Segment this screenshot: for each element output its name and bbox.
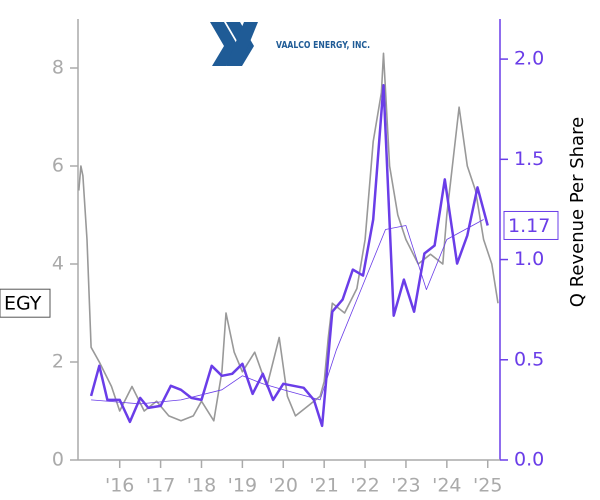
ticker-box <box>0 288 51 318</box>
logo: VAALCO ENERGY, INC. <box>210 22 370 66</box>
y-tick-label: 8 <box>52 57 64 79</box>
x-tick-label: '21 <box>309 475 338 497</box>
y2-tick-label: 1.5 <box>514 148 544 170</box>
last-value-label: 1.17 <box>508 215 550 237</box>
series-line <box>89 83 489 428</box>
series-line <box>91 219 484 405</box>
logo-text: VAALCO ENERGY, INC. <box>276 40 370 51</box>
x-tick-label: '18 <box>187 475 216 497</box>
y-tick-label: 6 <box>52 155 64 177</box>
x-tick-label: '24 <box>432 475 461 497</box>
x-tick-label: '23 <box>391 475 420 497</box>
x-tick-label: '19 <box>228 475 257 497</box>
last-value-box <box>503 210 559 240</box>
x-tick-label: '22 <box>350 475 379 497</box>
x-tick-label: '17 <box>146 475 175 497</box>
y2-tick-label: 0.5 <box>514 348 544 370</box>
x-tick-label: '16 <box>105 475 134 497</box>
y-tick-label: 0 <box>52 449 64 471</box>
series-line <box>78 52 499 422</box>
y2-tick-label: 2.0 <box>514 48 544 70</box>
y-tick-label: 2 <box>52 351 64 373</box>
y2-axis-label: Q Revenue Per Share <box>567 117 588 307</box>
x-tick-label: '25 <box>473 475 502 497</box>
y2-tick-label: 0.0 <box>514 449 544 471</box>
y-tick-label: 4 <box>52 253 64 275</box>
x-tick-label: '20 <box>269 475 298 497</box>
ticker-label: EGY <box>4 293 42 315</box>
y2-tick-label: 1.0 <box>514 248 544 270</box>
